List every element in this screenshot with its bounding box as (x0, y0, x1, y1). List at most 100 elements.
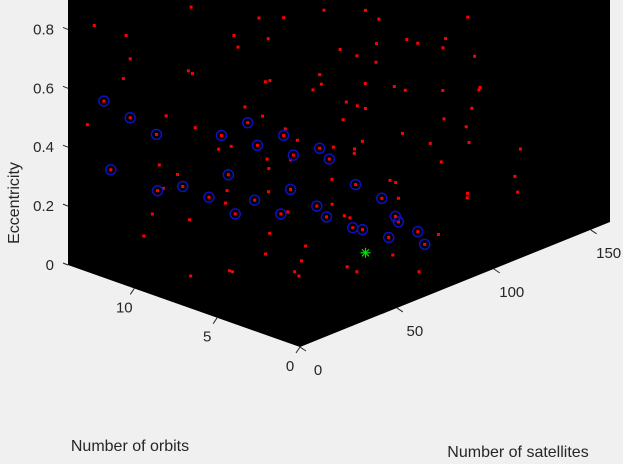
x-tick-mark (493, 268, 501, 274)
data-point (377, 17, 381, 21)
data-point (229, 144, 233, 148)
highlighted-point (105, 164, 117, 176)
highlighted-point (376, 192, 388, 205)
data-point (267, 190, 271, 194)
highlighted-point-center (109, 168, 113, 172)
highlighted-point-center (181, 184, 185, 188)
data-point (261, 114, 265, 118)
highlighted-point (277, 129, 290, 142)
data-point (400, 131, 404, 135)
data-point (228, 269, 232, 273)
highlighted-point-center (327, 157, 331, 161)
data-point (92, 24, 96, 28)
highlighted-point (229, 208, 241, 220)
data-points (85, 5, 522, 278)
highlighted-point (412, 225, 424, 238)
data-point (396, 196, 400, 200)
highlighted-point-center (233, 212, 237, 216)
data-point (374, 60, 378, 64)
z-tick-labels: 0 0.2 0.4 0.6 0.8 (33, 21, 54, 274)
data-point (342, 214, 346, 218)
y-tick-label: 0 (286, 358, 294, 375)
data-point (345, 265, 349, 269)
highlighted-point (222, 168, 235, 181)
data-point (189, 274, 193, 278)
highlighted-point (98, 95, 110, 107)
highlighted-point (151, 184, 164, 197)
data-point (322, 8, 326, 12)
data-point (128, 57, 132, 61)
data-point (268, 79, 272, 83)
data-point (417, 270, 421, 274)
data-point (353, 147, 356, 151)
data-point (121, 77, 125, 81)
data-point (465, 191, 469, 195)
data-point (348, 216, 352, 220)
data-point (190, 72, 194, 76)
data-point (267, 167, 271, 171)
data-point (232, 33, 236, 37)
highlighted-point (176, 180, 189, 193)
highlighted-point-center (282, 133, 286, 137)
data-point (436, 232, 440, 236)
highlighted-point-center (393, 214, 397, 218)
data-point (352, 151, 356, 155)
x-tick-label: 150 (596, 245, 621, 262)
highlighted-point-center (154, 132, 158, 136)
data-point (124, 33, 128, 37)
data-point (263, 80, 267, 84)
data-point (355, 270, 359, 274)
highlighted-point-center (396, 220, 400, 224)
highlighted-point (251, 139, 264, 152)
x-tick-mark (590, 229, 597, 235)
axis-ticks (62, 26, 597, 354)
x-tick-label: 100 (499, 284, 524, 301)
highlighted-point-center (387, 236, 391, 240)
data-point (330, 202, 334, 206)
data-point (465, 196, 469, 200)
data-point (225, 189, 229, 193)
highlighted-point (203, 191, 215, 203)
highlighted-point (320, 211, 333, 223)
data-point (331, 145, 335, 149)
y-tick-mark (295, 346, 301, 354)
data-point (176, 172, 180, 176)
data-point (416, 41, 420, 45)
highlighted-point (323, 153, 336, 165)
data-point (344, 100, 348, 104)
y-axis-label: Number of orbits (71, 438, 189, 455)
data-point (264, 252, 268, 256)
data-point (428, 141, 432, 145)
data-point (518, 147, 522, 151)
highlighted-point-center (318, 146, 322, 150)
data-point (470, 106, 474, 110)
data-point (330, 177, 334, 181)
y-tick-labels: 0 5 10 (116, 299, 294, 375)
y-tick-label: 10 (116, 299, 133, 316)
data-point (164, 114, 168, 118)
data-point (442, 117, 446, 121)
highlighted-point (356, 223, 369, 236)
highlighted-point-center (207, 195, 211, 199)
highlighted-point-center (354, 183, 358, 187)
z-tick-label: 0.8 (33, 21, 54, 38)
data-point (364, 8, 368, 12)
data-point (467, 141, 471, 145)
data-point (392, 85, 396, 89)
data-point (441, 89, 445, 93)
data-point (363, 82, 367, 86)
highlighted-point-center (315, 204, 319, 208)
z-tick-label: 0 (46, 257, 54, 274)
highlighted-point (418, 238, 431, 251)
data-point (236, 45, 240, 49)
data-point (516, 190, 520, 194)
highlighted-point (389, 210, 402, 223)
highlighted-point (311, 200, 323, 212)
data-point (188, 218, 192, 222)
data-point (374, 42, 378, 46)
highlighted-point (287, 149, 300, 161)
data-point (297, 274, 301, 278)
data-point (513, 174, 517, 178)
data-point (439, 160, 443, 164)
data-point (403, 88, 407, 92)
